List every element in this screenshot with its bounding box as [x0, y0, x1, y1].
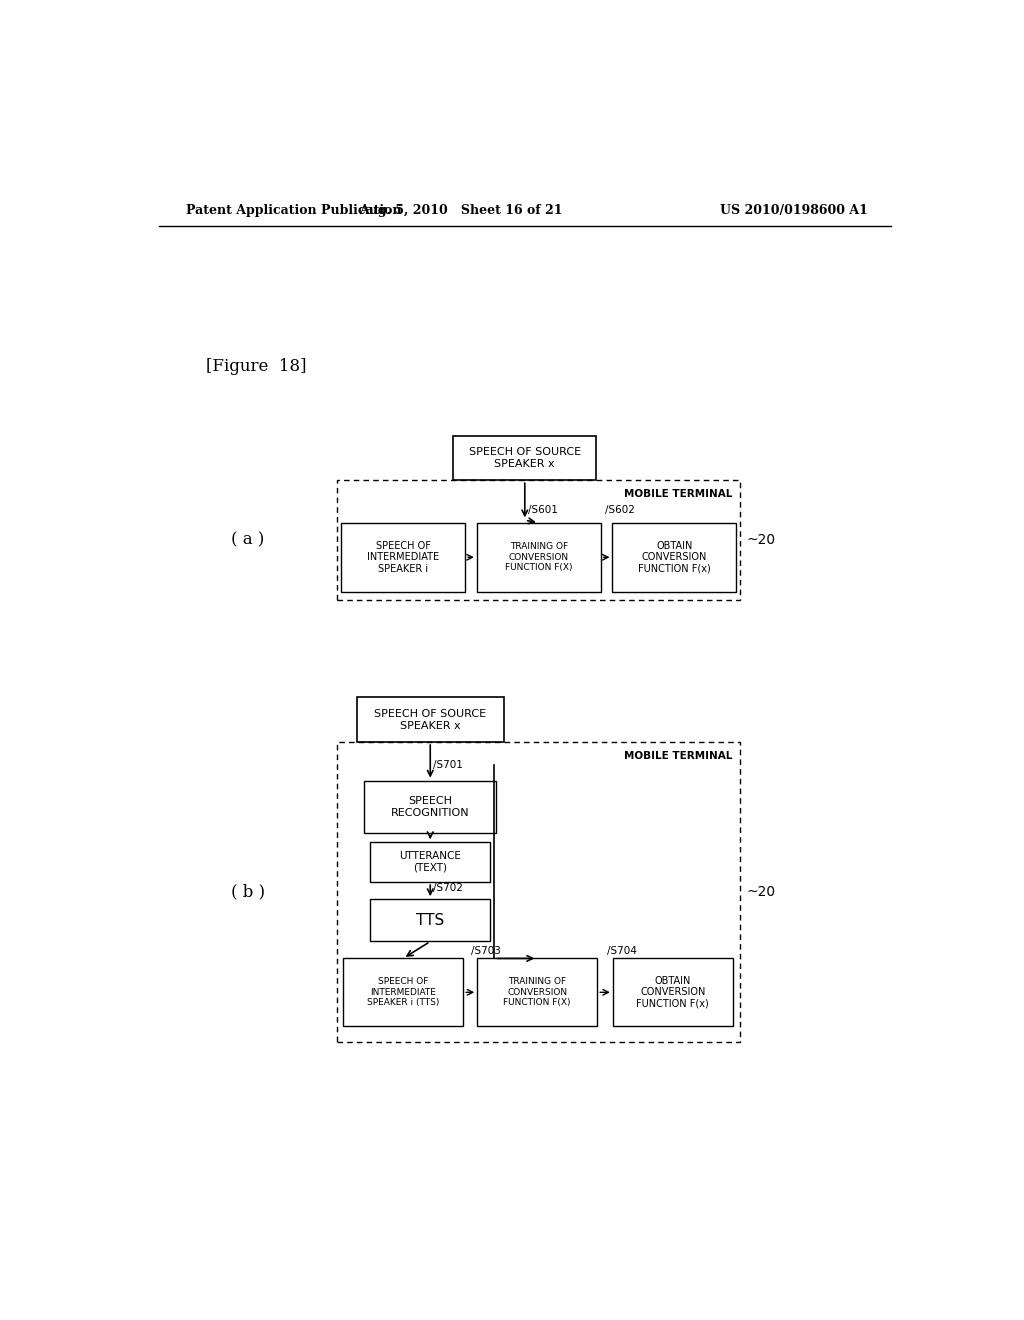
Text: ( a ): ( a ) [231, 532, 265, 548]
Bar [453, 436, 597, 480]
Text: /S602: /S602 [604, 504, 635, 515]
Text: US 2010/0198600 A1: US 2010/0198600 A1 [720, 205, 868, 218]
Text: [Figure  18]: [Figure 18] [206, 358, 306, 375]
Text: ~20: ~20 [746, 533, 775, 546]
Text: /S702: /S702 [433, 883, 463, 894]
Bar [365, 780, 496, 833]
Bar [343, 958, 463, 1026]
Text: MOBILE TERMINAL: MOBILE TERMINAL [624, 751, 732, 760]
Text: TRAINING OF
CONVERSION
FUNCTION F(X): TRAINING OF CONVERSION FUNCTION F(X) [504, 977, 571, 1007]
Bar [337, 480, 740, 599]
Text: UTTERANCE
(TEXT): UTTERANCE (TEXT) [399, 851, 461, 873]
Text: /S701: /S701 [433, 760, 463, 770]
Bar [341, 523, 465, 591]
Bar [477, 523, 601, 591]
Bar [337, 742, 740, 1043]
Text: OBTAIN
CONVERSION
FUNCTION F(x): OBTAIN CONVERSION FUNCTION F(x) [638, 541, 711, 574]
Text: ~20: ~20 [746, 886, 775, 899]
Text: SPEECH OF
INTERMEDIATE
SPEAKER i: SPEECH OF INTERMEDIATE SPEAKER i [367, 541, 439, 574]
Text: ( b ): ( b ) [231, 883, 265, 900]
Text: TRAINING OF
CONVERSION
FUNCTION F(X): TRAINING OF CONVERSION FUNCTION F(X) [505, 543, 572, 572]
Text: MOBILE TERMINAL: MOBILE TERMINAL [624, 490, 732, 499]
Text: TTS: TTS [416, 913, 444, 928]
Bar [477, 958, 597, 1026]
Bar [612, 523, 736, 591]
Bar [356, 697, 504, 742]
Text: SPEECH OF
INTERMEDIATE
SPEAKER i (TTS): SPEECH OF INTERMEDIATE SPEAKER i (TTS) [367, 977, 439, 1007]
Text: SPEECH OF SOURCE
SPEAKER x: SPEECH OF SOURCE SPEAKER x [374, 709, 486, 730]
Text: SPEECH OF SOURCE
SPEAKER x: SPEECH OF SOURCE SPEAKER x [469, 447, 581, 469]
Text: SPEECH
RECOGNITION: SPEECH RECOGNITION [391, 796, 470, 817]
Text: Aug. 5, 2010   Sheet 16 of 21: Aug. 5, 2010 Sheet 16 of 21 [359, 205, 563, 218]
Bar [371, 899, 490, 941]
Text: /S704: /S704 [606, 945, 637, 956]
Bar [371, 842, 490, 882]
Text: /S703: /S703 [471, 945, 501, 956]
Bar [612, 958, 733, 1026]
Text: Patent Application Publication: Patent Application Publication [186, 205, 401, 218]
Text: /S601: /S601 [528, 504, 558, 515]
Text: OBTAIN
CONVERSION
FUNCTION F(x): OBTAIN CONVERSION FUNCTION F(x) [637, 975, 710, 1008]
